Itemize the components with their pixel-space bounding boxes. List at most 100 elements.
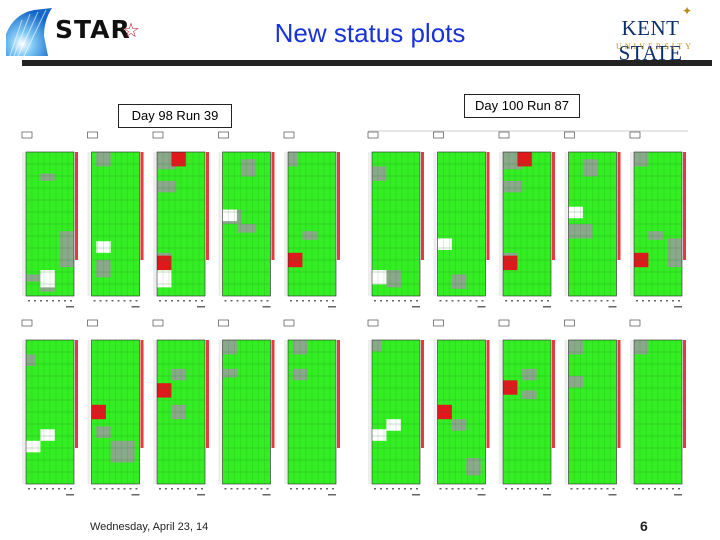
plot-tick-label bbox=[46, 488, 48, 490]
plot-tick-label bbox=[195, 300, 197, 302]
plot-tick-label bbox=[654, 300, 656, 302]
plot-axis bbox=[87, 340, 91, 484]
plot-frame bbox=[437, 339, 486, 485]
plot-tick-label bbox=[666, 488, 668, 490]
plot-frame bbox=[222, 151, 271, 297]
plot-tick-label bbox=[678, 300, 680, 302]
plot-tick-label bbox=[481, 488, 484, 490]
plot-tag bbox=[367, 319, 379, 327]
plot-tag bbox=[629, 319, 641, 327]
plot-frame bbox=[437, 151, 486, 297]
plot-axis-label bbox=[262, 306, 271, 308]
plot-grey-cell bbox=[222, 340, 237, 355]
plot-tag bbox=[367, 131, 379, 139]
title-divider bbox=[22, 60, 712, 66]
plot-tick-label bbox=[64, 300, 66, 302]
plot-frame bbox=[25, 151, 75, 297]
plot-axis-label bbox=[477, 494, 486, 496]
plot-tick-label bbox=[636, 300, 638, 302]
plot-tick-label bbox=[416, 300, 418, 302]
plot-tick-label bbox=[463, 488, 466, 490]
kent-state-star-icon: ✦ bbox=[682, 4, 693, 18]
plot-frame bbox=[633, 151, 683, 297]
plot-tag bbox=[433, 131, 444, 139]
plot-colorbar bbox=[486, 152, 490, 260]
plot-axis bbox=[153, 340, 156, 484]
plot-tag bbox=[433, 319, 444, 327]
plot-tick-label bbox=[201, 488, 203, 490]
plot-tick-label bbox=[517, 488, 519, 490]
plot-axis-label bbox=[608, 494, 617, 496]
plot-axis bbox=[564, 152, 568, 296]
plot-tick-label bbox=[457, 300, 460, 302]
plot-tick-label bbox=[481, 300, 484, 302]
plot-axis-label bbox=[197, 494, 205, 496]
plot-tick-label bbox=[600, 488, 603, 490]
plot-white-cell bbox=[372, 270, 387, 285]
plot-axis bbox=[368, 340, 371, 484]
star-outline-icon: ☆ bbox=[122, 20, 140, 42]
plot-grey-cell bbox=[568, 340, 583, 355]
plot-colorbar bbox=[206, 152, 209, 260]
plot-tick-label bbox=[171, 488, 173, 490]
plot-tick-label bbox=[129, 488, 132, 490]
plot-axis-label bbox=[674, 306, 682, 308]
kent-state-logo-subtitle: UNIVERSITY bbox=[616, 42, 694, 51]
plot-axis bbox=[218, 340, 222, 484]
plot-tick-label bbox=[594, 300, 597, 302]
plot-tick-label bbox=[445, 488, 448, 490]
plot-tick-label bbox=[165, 300, 167, 302]
plot-axis-label bbox=[412, 494, 420, 496]
plot-tick-label bbox=[58, 300, 60, 302]
plot-tick-label bbox=[123, 488, 126, 490]
plot-tag bbox=[87, 131, 98, 139]
plot-tick-label bbox=[511, 300, 513, 302]
plot-tick-label bbox=[380, 300, 382, 302]
plot-tag bbox=[152, 319, 164, 327]
plot-white-cell bbox=[40, 429, 55, 441]
plot-tick-label bbox=[93, 488, 96, 490]
plot-colorbar bbox=[140, 152, 144, 260]
plot-tick-label bbox=[266, 300, 269, 302]
plot-tick-label bbox=[439, 300, 442, 302]
plot-grey-cell bbox=[582, 159, 598, 177]
plot-white-cell bbox=[40, 270, 55, 288]
plot-tick-label bbox=[612, 300, 615, 302]
plot-grey-cell bbox=[667, 238, 682, 268]
plot-grey-cell bbox=[372, 340, 382, 352]
plot-tick-label bbox=[296, 488, 298, 490]
plot-tick-label bbox=[28, 488, 30, 490]
plot-tick-label bbox=[242, 488, 245, 490]
plot-frame bbox=[91, 151, 140, 297]
plot-tick-label bbox=[392, 300, 394, 302]
plot-colorbar bbox=[75, 152, 78, 260]
plot-frame bbox=[222, 339, 271, 485]
plot-tick-label bbox=[260, 488, 263, 490]
plot-white-cell bbox=[157, 270, 172, 288]
plot-colorbar bbox=[617, 340, 621, 448]
plot-grey-cell bbox=[171, 368, 186, 381]
plot-tick-label bbox=[70, 300, 72, 302]
plot-tick-label bbox=[171, 300, 173, 302]
plot-tick-label bbox=[296, 300, 298, 302]
footer-date: Wednesday, April 23, 14 bbox=[90, 521, 209, 533]
plot-tick-label bbox=[547, 300, 549, 302]
plot-tick-label bbox=[386, 488, 388, 490]
plot-tag bbox=[498, 131, 510, 139]
plot-grey-cell bbox=[302, 231, 317, 240]
plot-tick-label bbox=[660, 300, 662, 302]
plot-tick-label bbox=[451, 488, 454, 490]
plot-frame bbox=[502, 339, 552, 485]
plot-tick-label bbox=[290, 488, 292, 490]
plot-tick-label bbox=[159, 300, 161, 302]
plot-axis bbox=[284, 152, 287, 296]
plot-white-cell bbox=[437, 238, 452, 250]
plot-frame bbox=[568, 151, 617, 297]
plot-tick-label bbox=[469, 488, 472, 490]
plot-frame bbox=[633, 339, 683, 485]
plot-red-cell bbox=[503, 380, 518, 395]
plot-grey-cell bbox=[522, 368, 537, 381]
plot-white-cell bbox=[386, 419, 401, 431]
plot-tick-label bbox=[135, 488, 138, 490]
